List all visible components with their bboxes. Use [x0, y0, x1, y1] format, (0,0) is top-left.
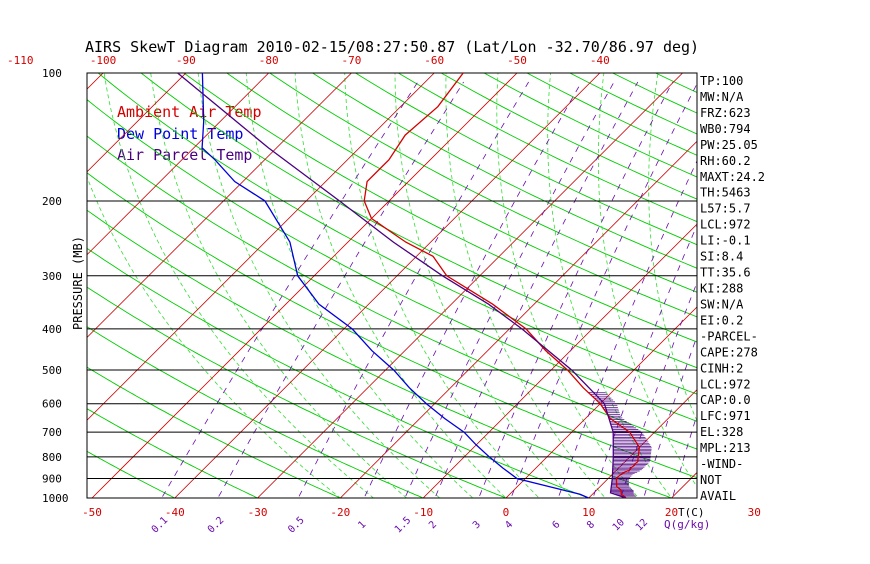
- bottom-temp-tick-label: -50: [82, 506, 102, 519]
- index-label: NOT: [700, 473, 722, 487]
- pressure-tick-label: 200: [42, 195, 62, 208]
- index-label: TP:100: [700, 74, 743, 88]
- top-temp-tick-label: -100: [90, 54, 117, 67]
- mixing-ratio-line: [431, 82, 638, 507]
- dry-adiabat-line: [636, 64, 870, 508]
- top-temp-tick-label: -90: [176, 54, 196, 67]
- bottom-temp-tick-label: -40: [165, 506, 185, 519]
- series-line-dew-point-temp: [202, 73, 589, 498]
- pressure-tick-label: 400: [42, 323, 62, 336]
- index-label: FRZ:623: [700, 106, 751, 120]
- index-label: WB0:794: [700, 122, 751, 136]
- pressure-tick-label: 100: [42, 67, 62, 80]
- top-temp-tick-label: -80: [259, 54, 279, 67]
- pressure-tick-label: 800: [42, 451, 62, 464]
- pressure-tick-label: 300: [42, 270, 62, 283]
- index-label: CAP:0.0: [700, 393, 751, 407]
- pressure-tick-label: 500: [42, 364, 62, 377]
- mixing-ratio-line: [764, 82, 870, 507]
- index-label: RH:60.2: [700, 154, 751, 168]
- index-label: KI:288: [700, 282, 743, 296]
- index-label: LI:-0.1: [700, 234, 751, 248]
- dry-adiabat-line: [298, 64, 870, 508]
- index-label: L57:5.7: [700, 202, 751, 216]
- index-label: SI:8.4: [700, 250, 743, 264]
- dry-adiabat-line: [0, 64, 613, 508]
- bottom-temp-tick-label: -20: [330, 506, 350, 519]
- index-label: EL:328: [700, 425, 743, 439]
- dry-adiabat-line: [763, 64, 870, 508]
- moist-adiabat-line: [446, 64, 613, 508]
- mixing-ratio-tick-label: 4: [503, 519, 515, 531]
- mixing-ratio-tick-label: 10: [611, 517, 627, 533]
- legend-dew-point-temp: Dew Point Temp: [117, 125, 243, 143]
- moist-adiabat-line: [747, 64, 808, 508]
- mixing-ratio-tick-label: 1.5: [393, 515, 414, 536]
- index-label: MPL:213: [700, 441, 751, 455]
- index-label: TT:35.6: [700, 266, 751, 280]
- index-label: MAXT:24.2: [700, 170, 765, 184]
- top-temp-tick-label: -110: [7, 54, 34, 67]
- mixing-ratio-line: [360, 82, 582, 507]
- mixing-ratio-unit: Q(g/kg): [664, 518, 710, 531]
- pressure-tick-label: 700: [42, 426, 62, 439]
- index-label: -WIND-: [700, 457, 743, 471]
- isotherm-line: [0, 64, 30, 507]
- index-label: TH:5463: [700, 186, 751, 200]
- mixing-ratio-tick-label: 8: [585, 519, 597, 531]
- dry-adiabat-line: [0, 64, 697, 508]
- index-label: PW:25.05: [700, 138, 758, 152]
- mixing-ratio-tick-label: 3: [471, 519, 483, 531]
- dry-adiabat-line: [425, 64, 870, 508]
- series-line-air-parcel-temp: [178, 73, 626, 498]
- index-label: LFC:971: [700, 409, 751, 423]
- bottom-temp-tick-label: 10: [582, 506, 595, 519]
- index-label: LCL:972: [700, 218, 751, 232]
- bottom-temp-tick-label: -10: [413, 506, 433, 519]
- index-label: CAPE:278: [700, 345, 758, 359]
- dry-adiabat-line: [171, 64, 870, 508]
- mixing-ratio-line: [294, 82, 529, 507]
- mixing-ratio-tick-label: 2: [427, 519, 439, 531]
- isotherm-line: [0, 64, 113, 507]
- index-label: LCL:972: [700, 377, 751, 391]
- isotherm-line: [828, 64, 870, 507]
- mixing-ratio-line: [739, 82, 870, 507]
- dry-adiabat-line: [214, 64, 870, 508]
- mixing-ratio-tick-label: 0.2: [206, 515, 227, 536]
- pressure-tick-label: 900: [42, 473, 62, 486]
- pressure-tick-label: 1000: [42, 492, 69, 505]
- legend-air-parcel-temp: Air Parcel Temp: [117, 146, 252, 164]
- isotherm-line: [662, 64, 870, 507]
- dry-adiabat-line: [340, 64, 870, 508]
- index-label: EI:0.2: [700, 313, 743, 327]
- y-axis-label: PRESSURE (MB): [71, 236, 85, 330]
- mixing-ratio-tick-label: 6: [550, 519, 562, 531]
- index-label: CINH:2: [700, 361, 743, 375]
- mixing-ratio-tick-label: 0.5: [286, 515, 307, 536]
- top-temp-tick-label: -60: [424, 54, 444, 67]
- bottom-temp-tick-label: 30: [748, 506, 761, 519]
- index-label: -PARCEL-: [700, 329, 758, 343]
- bottom-temp-tick-label: 20: [665, 506, 678, 519]
- pressure-tick-label: 600: [42, 398, 62, 411]
- bottom-temp-tick-label: -30: [248, 506, 268, 519]
- isotherm-line: [745, 64, 870, 507]
- top-temp-tick-label: -50: [507, 54, 527, 67]
- dry-adiabat-line: [467, 64, 870, 508]
- top-temp-tick-label: -40: [590, 54, 610, 67]
- mixing-ratio-tick-label: 12: [634, 517, 650, 533]
- bottom-temp-tick-label: 0: [503, 506, 510, 519]
- top-temp-tick-label: -70: [341, 54, 361, 67]
- index-label: SW:N/A: [700, 297, 744, 311]
- mixing-ratio-line: [805, 82, 870, 507]
- index-label: MW:N/A: [700, 90, 744, 104]
- mixing-ratio-line: [508, 82, 698, 507]
- mixing-ratio-tick-label: 1: [356, 519, 368, 531]
- index-label: AVAIL: [700, 489, 736, 503]
